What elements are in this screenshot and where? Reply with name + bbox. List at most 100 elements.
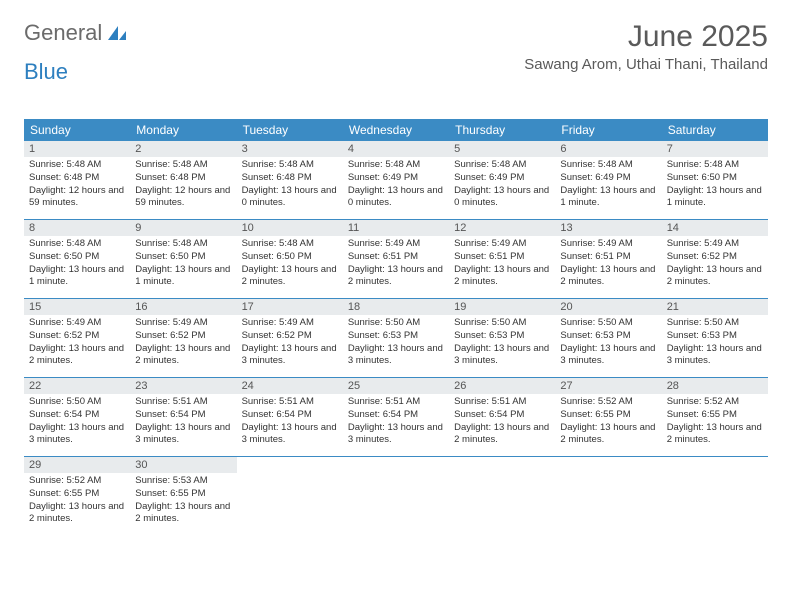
- day-number: 16: [130, 299, 236, 315]
- day-cell: 26Sunrise: 5:51 AMSunset: 6:54 PMDayligh…: [449, 378, 555, 456]
- day-body: Sunrise: 5:50 AMSunset: 6:53 PMDaylight:…: [662, 315, 768, 372]
- day-cell: [662, 457, 768, 535]
- day-body: Sunrise: 5:51 AMSunset: 6:54 PMDaylight:…: [449, 394, 555, 451]
- day-body: Sunrise: 5:48 AMSunset: 6:50 PMDaylight:…: [130, 236, 236, 293]
- day-body: Sunrise: 5:48 AMSunset: 6:50 PMDaylight:…: [662, 157, 768, 214]
- weeks-container: 1Sunrise: 5:48 AMSunset: 6:48 PMDaylight…: [24, 141, 768, 535]
- day-body: Sunrise: 5:51 AMSunset: 6:54 PMDaylight:…: [237, 394, 343, 451]
- day-number: 18: [343, 299, 449, 315]
- day-cell: 3Sunrise: 5:48 AMSunset: 6:48 PMDaylight…: [237, 141, 343, 219]
- day-cell: 19Sunrise: 5:50 AMSunset: 6:53 PMDayligh…: [449, 299, 555, 377]
- day-cell: 18Sunrise: 5:50 AMSunset: 6:53 PMDayligh…: [343, 299, 449, 377]
- weekday-header: Monday: [130, 119, 236, 141]
- day-body: Sunrise: 5:52 AMSunset: 6:55 PMDaylight:…: [24, 473, 130, 530]
- day-body: Sunrise: 5:48 AMSunset: 6:48 PMDaylight:…: [130, 157, 236, 214]
- day-cell: [343, 457, 449, 535]
- day-body: Sunrise: 5:49 AMSunset: 6:52 PMDaylight:…: [237, 315, 343, 372]
- day-body: Sunrise: 5:49 AMSunset: 6:52 PMDaylight:…: [24, 315, 130, 372]
- day-number: 23: [130, 378, 236, 394]
- day-body: Sunrise: 5:48 AMSunset: 6:50 PMDaylight:…: [237, 236, 343, 293]
- day-body: Sunrise: 5:51 AMSunset: 6:54 PMDaylight:…: [130, 394, 236, 451]
- day-body: Sunrise: 5:49 AMSunset: 6:51 PMDaylight:…: [555, 236, 661, 293]
- day-cell: 24Sunrise: 5:51 AMSunset: 6:54 PMDayligh…: [237, 378, 343, 456]
- day-body: Sunrise: 5:48 AMSunset: 6:49 PMDaylight:…: [555, 157, 661, 214]
- day-cell: 1Sunrise: 5:48 AMSunset: 6:48 PMDaylight…: [24, 141, 130, 219]
- weekday-header: Wednesday: [343, 119, 449, 141]
- day-number: 13: [555, 220, 661, 236]
- day-number: 7: [662, 141, 768, 157]
- day-cell: 29Sunrise: 5:52 AMSunset: 6:55 PMDayligh…: [24, 457, 130, 535]
- day-number: 3: [237, 141, 343, 157]
- day-cell: 11Sunrise: 5:49 AMSunset: 6:51 PMDayligh…: [343, 220, 449, 298]
- day-number: 28: [662, 378, 768, 394]
- day-number: 27: [555, 378, 661, 394]
- weekday-header: Saturday: [662, 119, 768, 141]
- weekday-header: Friday: [555, 119, 661, 141]
- day-number: 22: [24, 378, 130, 394]
- day-cell: 25Sunrise: 5:51 AMSunset: 6:54 PMDayligh…: [343, 378, 449, 456]
- weekday-header: Thursday: [449, 119, 555, 141]
- day-body: Sunrise: 5:50 AMSunset: 6:53 PMDaylight:…: [449, 315, 555, 372]
- day-body: Sunrise: 5:49 AMSunset: 6:52 PMDaylight:…: [130, 315, 236, 372]
- weekday-row: SundayMondayTuesdayWednesdayThursdayFrid…: [24, 119, 768, 141]
- day-number: 25: [343, 378, 449, 394]
- weekday-header: Sunday: [24, 119, 130, 141]
- day-number: 2: [130, 141, 236, 157]
- day-body: Sunrise: 5:52 AMSunset: 6:55 PMDaylight:…: [662, 394, 768, 451]
- day-cell: 8Sunrise: 5:48 AMSunset: 6:50 PMDaylight…: [24, 220, 130, 298]
- week-row: 8Sunrise: 5:48 AMSunset: 6:50 PMDaylight…: [24, 220, 768, 299]
- day-cell: 6Sunrise: 5:48 AMSunset: 6:49 PMDaylight…: [555, 141, 661, 219]
- day-number: 19: [449, 299, 555, 315]
- day-body: Sunrise: 5:49 AMSunset: 6:51 PMDaylight:…: [449, 236, 555, 293]
- day-body: Sunrise: 5:53 AMSunset: 6:55 PMDaylight:…: [130, 473, 236, 530]
- day-number: 30: [130, 457, 236, 473]
- day-number: 26: [449, 378, 555, 394]
- week-row: 29Sunrise: 5:52 AMSunset: 6:55 PMDayligh…: [24, 457, 768, 535]
- day-number: 10: [237, 220, 343, 236]
- day-body: Sunrise: 5:51 AMSunset: 6:54 PMDaylight:…: [343, 394, 449, 451]
- day-cell: 5Sunrise: 5:48 AMSunset: 6:49 PMDaylight…: [449, 141, 555, 219]
- logo-sail-icon: [106, 24, 128, 42]
- day-cell: 2Sunrise: 5:48 AMSunset: 6:48 PMDaylight…: [130, 141, 236, 219]
- week-row: 22Sunrise: 5:50 AMSunset: 6:54 PMDayligh…: [24, 378, 768, 457]
- day-cell: 20Sunrise: 5:50 AMSunset: 6:53 PMDayligh…: [555, 299, 661, 377]
- day-body: Sunrise: 5:50 AMSunset: 6:53 PMDaylight:…: [555, 315, 661, 372]
- day-number: 24: [237, 378, 343, 394]
- day-body: Sunrise: 5:48 AMSunset: 6:50 PMDaylight:…: [24, 236, 130, 293]
- day-cell: 30Sunrise: 5:53 AMSunset: 6:55 PMDayligh…: [130, 457, 236, 535]
- calendar: SundayMondayTuesdayWednesdayThursdayFrid…: [24, 119, 768, 535]
- day-cell: 16Sunrise: 5:49 AMSunset: 6:52 PMDayligh…: [130, 299, 236, 377]
- day-cell: 23Sunrise: 5:51 AMSunset: 6:54 PMDayligh…: [130, 378, 236, 456]
- day-body: Sunrise: 5:50 AMSunset: 6:54 PMDaylight:…: [24, 394, 130, 451]
- day-number: 5: [449, 141, 555, 157]
- day-cell: 13Sunrise: 5:49 AMSunset: 6:51 PMDayligh…: [555, 220, 661, 298]
- day-cell: [237, 457, 343, 535]
- day-number: 12: [449, 220, 555, 236]
- day-body: Sunrise: 5:48 AMSunset: 6:48 PMDaylight:…: [24, 157, 130, 214]
- week-row: 1Sunrise: 5:48 AMSunset: 6:48 PMDaylight…: [24, 141, 768, 220]
- logo-text-1: General: [24, 20, 102, 46]
- day-number: 9: [130, 220, 236, 236]
- day-number: 8: [24, 220, 130, 236]
- day-cell: 7Sunrise: 5:48 AMSunset: 6:50 PMDaylight…: [662, 141, 768, 219]
- day-cell: [555, 457, 661, 535]
- day-body: Sunrise: 5:50 AMSunset: 6:53 PMDaylight:…: [343, 315, 449, 372]
- day-number: 11: [343, 220, 449, 236]
- day-body: Sunrise: 5:48 AMSunset: 6:48 PMDaylight:…: [237, 157, 343, 214]
- day-number: 17: [237, 299, 343, 315]
- day-number: 14: [662, 220, 768, 236]
- day-number: 1: [24, 141, 130, 157]
- day-body: Sunrise: 5:49 AMSunset: 6:51 PMDaylight:…: [343, 236, 449, 293]
- day-cell: 28Sunrise: 5:52 AMSunset: 6:55 PMDayligh…: [662, 378, 768, 456]
- day-number: 4: [343, 141, 449, 157]
- logo: General: [24, 20, 128, 46]
- week-row: 15Sunrise: 5:49 AMSunset: 6:52 PMDayligh…: [24, 299, 768, 378]
- day-cell: 4Sunrise: 5:48 AMSunset: 6:49 PMDaylight…: [343, 141, 449, 219]
- month-title: June 2025: [524, 20, 768, 54]
- day-number: 6: [555, 141, 661, 157]
- day-cell: 15Sunrise: 5:49 AMSunset: 6:52 PMDayligh…: [24, 299, 130, 377]
- weekday-header: Tuesday: [237, 119, 343, 141]
- day-cell: 10Sunrise: 5:48 AMSunset: 6:50 PMDayligh…: [237, 220, 343, 298]
- day-body: Sunrise: 5:48 AMSunset: 6:49 PMDaylight:…: [449, 157, 555, 214]
- day-cell: [449, 457, 555, 535]
